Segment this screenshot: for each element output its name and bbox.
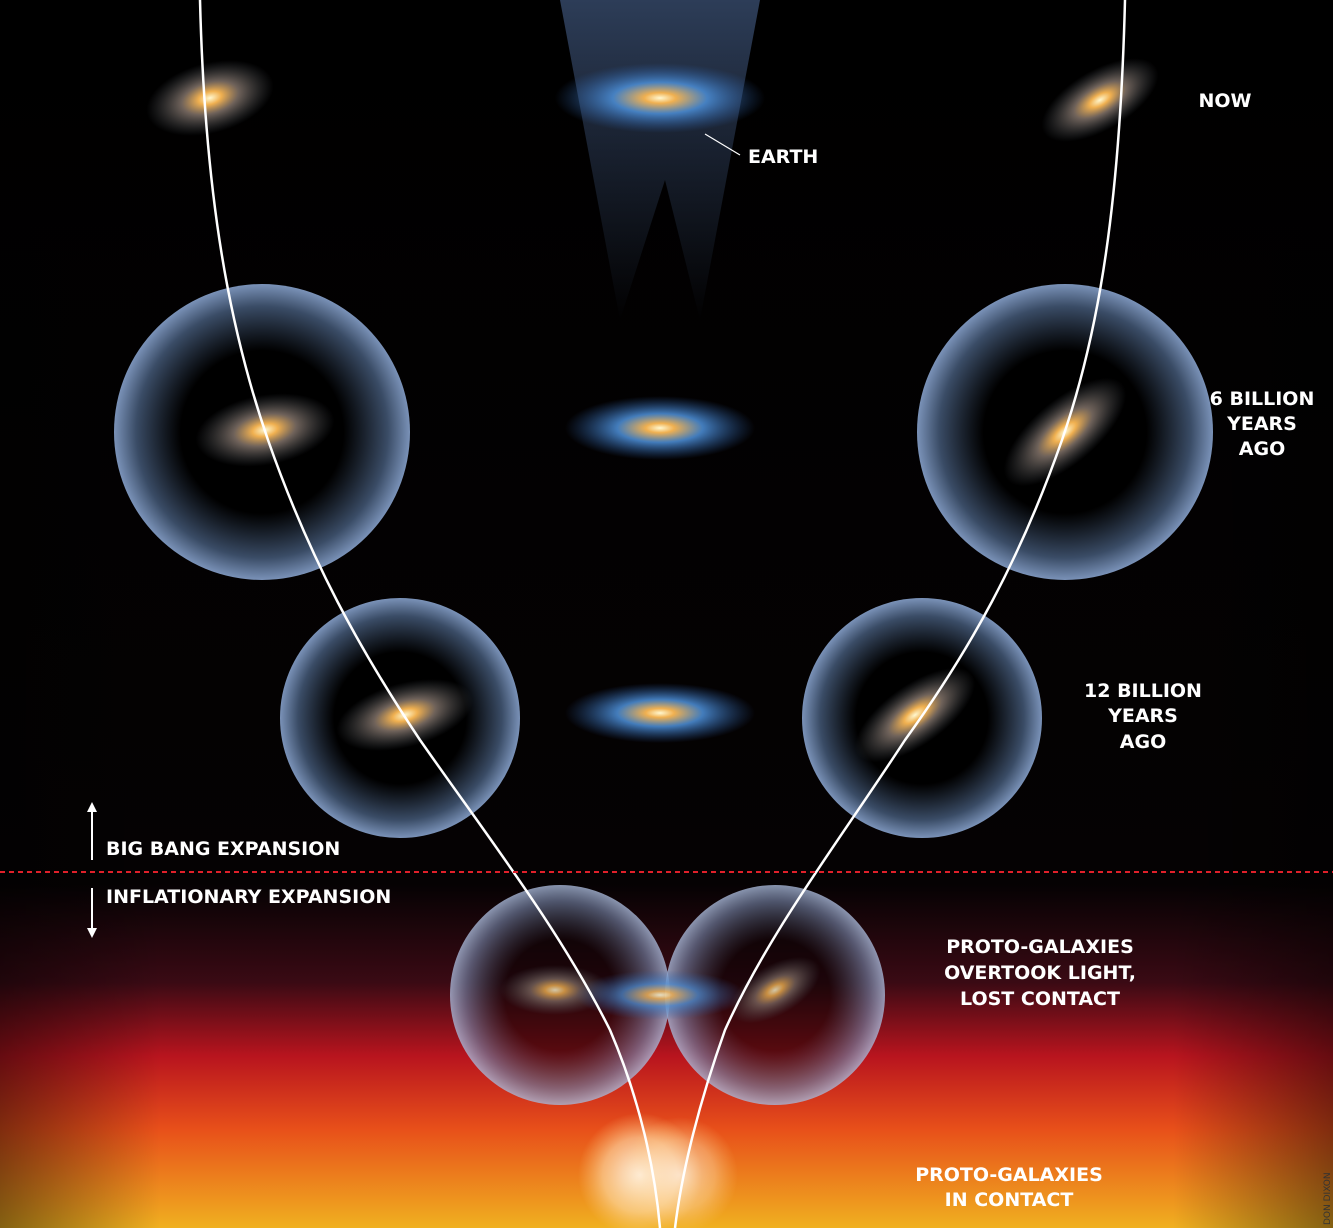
galaxy <box>729 956 821 1024</box>
galaxy <box>565 683 755 743</box>
label: BIG BANG EXPANSION <box>106 838 340 860</box>
label: 6 BILLION <box>1210 388 1315 410</box>
galaxy <box>575 970 745 1020</box>
label: LOST CONTACT <box>960 988 1120 1010</box>
label: 12 BILLION <box>1084 680 1202 702</box>
label: NOW <box>1198 90 1251 112</box>
credit: DON DIXON <box>1323 1172 1333 1225</box>
earth-pointer <box>704 133 741 156</box>
horizon-curve <box>198 0 662 1228</box>
label: IN CONTACT <box>945 1189 1074 1211</box>
label: INFLATIONARY EXPANSION <box>106 886 391 908</box>
label: AGO <box>1120 731 1166 753</box>
galaxy <box>146 60 274 136</box>
label: YEARS <box>1107 705 1178 727</box>
arrow-head <box>87 802 97 812</box>
label: PROTO-GALAXIES <box>946 936 1134 958</box>
label: OVERTOOK LIGHT, <box>944 962 1136 984</box>
proto-glow <box>622 1117 738 1228</box>
galaxy <box>1041 58 1159 142</box>
horizon-curve <box>673 0 1127 1228</box>
galaxy <box>555 63 765 133</box>
label: YEARS <box>1226 413 1297 435</box>
label: EARTH <box>748 146 818 168</box>
galaxy <box>565 396 755 460</box>
label: AGO <box>1239 438 1285 460</box>
galaxy <box>855 667 975 763</box>
arrow-head <box>87 928 97 938</box>
label: PROTO-GALAXIES <box>915 1164 1103 1186</box>
